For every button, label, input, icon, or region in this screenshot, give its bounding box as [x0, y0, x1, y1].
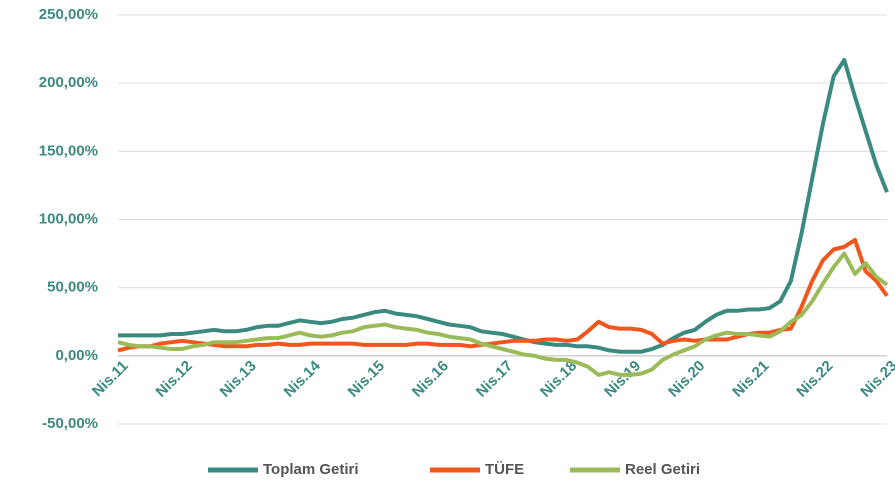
y-tick-label: 250,00% [39, 6, 98, 23]
series-line [117, 237, 889, 353]
x-tick-label: Nis.16 [409, 357, 452, 400]
x-tick-label: Nis.23 [857, 357, 895, 400]
x-tick-label: Nis.11 [89, 357, 132, 400]
x-tick-label: Nis.20 [665, 357, 708, 400]
legend-label: Reel Getiri [625, 461, 700, 478]
x-tick-label: Nis.12 [152, 357, 195, 400]
legend-label: Toplam Getiri [263, 461, 359, 478]
x-tick-label: Nis.19 [601, 357, 644, 400]
legend-label: TÜFE [485, 461, 524, 478]
x-tick-label: Nis.13 [217, 357, 260, 400]
series-line [117, 251, 889, 377]
x-tick-label: Nis.18 [537, 357, 580, 400]
y-tick-label: 100,00% [39, 210, 98, 227]
y-tick-label: 200,00% [39, 74, 98, 91]
x-tick-label: Nis.15 [345, 357, 388, 400]
series-line [118, 58, 889, 354]
x-tick-label: Nis.21 [729, 357, 772, 400]
y-tick-label: 150,00% [39, 142, 98, 159]
y-tick-label: -50,00% [42, 415, 98, 432]
y-tick-label: 0,00% [55, 347, 98, 364]
x-tick-label: Nis.17 [473, 357, 516, 400]
y-tick-label: 50,00% [47, 279, 98, 296]
x-tick-label: Nis.14 [281, 357, 325, 401]
x-tick-label: Nis.22 [793, 357, 836, 400]
